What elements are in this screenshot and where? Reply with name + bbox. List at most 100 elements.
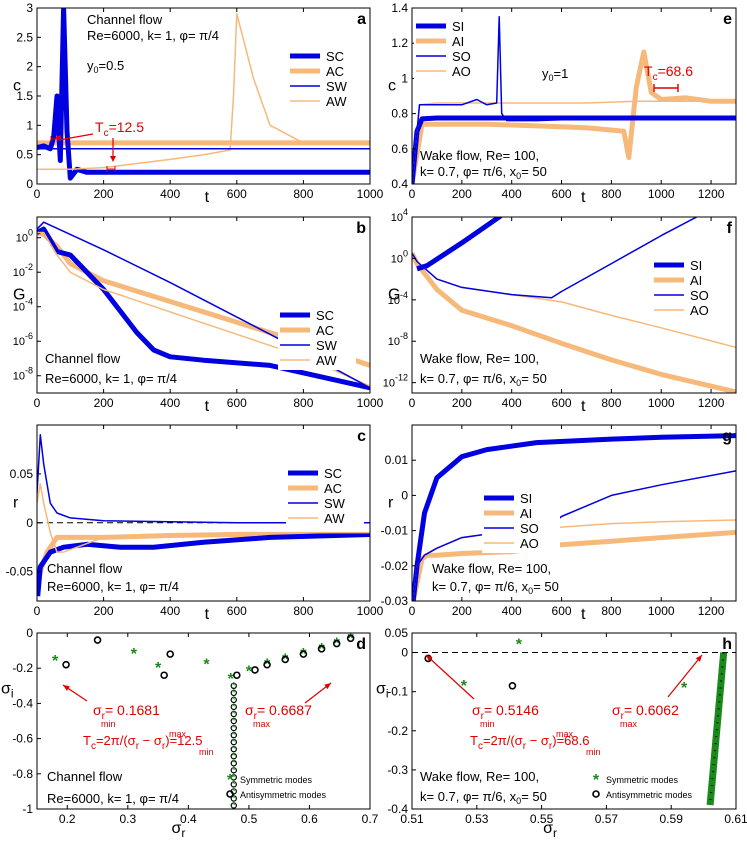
mode-point: * (232, 709, 236, 720)
x-tick-label: 0 (34, 187, 41, 201)
x-tick-label: 0.51 (400, 812, 424, 826)
y-tick-label: 0 (401, 488, 408, 502)
y-tick-label: -1 (22, 802, 33, 816)
y-tick-label: 10-8 (388, 331, 408, 348)
axes-frame (36, 424, 371, 602)
series-line-sc (37, 8, 370, 181)
axes-frame (411, 632, 737, 810)
panel-text-0: Wake flow, Re= 100, (432, 561, 551, 576)
panel-f: 0 200 400 600 800 1000 1200 104 100 10-4 10-8 10-12… (383, 207, 737, 415)
x-tick-label: 600 (552, 187, 572, 201)
series-line-aw (37, 482, 370, 553)
mode-point (230, 760, 237, 767)
x-tick-label: 1000 (648, 187, 675, 201)
x-tick-label: 1000 (357, 604, 384, 618)
y-axis-label: σi (376, 680, 389, 700)
y-tick-label: -0.4 (12, 696, 33, 710)
panel-d: ********************** ** * * * * * * *0.2 0.3 0.4… (1, 626, 379, 840)
sigma-min-annotation: σr= 0.1681 (93, 702, 160, 722)
symmetric-mode-point: * (516, 637, 523, 654)
panel-g: 0 200 400 600 800 1000 1200 -0.03 -0.02 -0.01 0 0.0… (381, 424, 737, 623)
symmetric-mode-point: * (461, 678, 468, 695)
tc-annotation: Tc=12.5 (95, 119, 144, 139)
mode-point (230, 731, 237, 739)
mode-point: * (232, 737, 236, 748)
y-tick-label: 1.2 (391, 36, 408, 50)
legend-label-si: SI (452, 19, 464, 34)
series-line-sc (37, 226, 370, 391)
y-tick-label: -0.02 (381, 559, 409, 573)
mode-point: * (232, 765, 236, 776)
x-tick-label: 400 (160, 396, 180, 410)
x-tick-label: 600 (227, 604, 247, 618)
legend-label-ac: AC (324, 481, 342, 496)
antisymmetric-mode-point (233, 671, 241, 680)
y-tick-label: 2 (26, 60, 33, 74)
antisymmetric-mode-point (332, 639, 341, 648)
x-tick-label: 0.4 (180, 812, 197, 826)
y-tick-label: 0 (26, 177, 33, 191)
x-tick-label: 200 (94, 396, 114, 410)
panel-letter: e (723, 11, 732, 28)
y-tick-label: -0.1 (387, 685, 408, 699)
y-tick-label: 1 (401, 71, 408, 85)
x-tick-label: 1000 (357, 187, 384, 201)
panel-h: * * * 0.51 0.53 0.55 0.57 0.59 0.61 0.05 0 -0.1 -0.2… (376, 626, 747, 840)
series-line-si (412, 433, 736, 601)
x-tick-label: 0 (409, 396, 416, 410)
legend-label-so: SO (520, 521, 539, 536)
symmetric-mode-point: * (52, 653, 59, 670)
mode-point (230, 745, 237, 753)
x-tick-label: 1200 (698, 187, 725, 201)
x-tick-label: 800 (601, 396, 621, 410)
legend-marker-antisymmetric (226, 790, 234, 798)
y-tick-label: 100 (391, 248, 408, 265)
x-tick-label: 0.5 (241, 812, 258, 826)
antisymmetric-mode-point (160, 671, 168, 680)
axes-frame (411, 216, 737, 394)
legend-label-symmetric: Symmetric modes (240, 775, 313, 785)
x-tick-label: 0.7 (362, 812, 379, 826)
legend-label-ao: AO (452, 64, 471, 79)
x-tick-label: 0 (409, 604, 416, 618)
arrow-head (324, 683, 331, 690)
antisymmetric-mode-point (281, 655, 290, 664)
x-tick-label: 1000 (357, 396, 384, 410)
symmetric-mode-point: * (155, 660, 162, 677)
antisymmetric-mode-point (299, 650, 308, 658)
y-tick-label: 1 (26, 118, 33, 132)
axes-frame (36, 216, 371, 394)
panel-text-2: y0=1 (542, 66, 568, 83)
x-tick-label: 0.57 (595, 812, 619, 826)
y-tick-label: -0.6 (12, 732, 33, 746)
y-tick-label: 10-12 (383, 373, 408, 390)
x-tick-label: 400 (502, 604, 522, 618)
symmetric-mode-point: * (228, 671, 235, 688)
plot-area-g (412, 433, 736, 601)
mode-point: * (232, 744, 236, 755)
panel-text-2: y0=0.5 (87, 58, 124, 75)
panel-text-1: k= 0.7, φ= π/6, x0= 50 (420, 789, 547, 806)
mode-point: * (232, 695, 236, 706)
legend-label-si: SI (690, 258, 702, 273)
mode-point (230, 682, 237, 690)
x-tick-label: 600 (552, 396, 572, 410)
sigma-max-annotation: σr= 0.6687 (245, 702, 312, 722)
x-tick-label: 800 (293, 604, 313, 618)
mode-point (230, 689, 237, 697)
mode-point: * (232, 723, 236, 734)
x-axis-label: t (581, 606, 586, 623)
y-tick-label: 0.4 (391, 177, 408, 191)
y-tick-label: 10-4 (13, 297, 33, 314)
panel-text-1: k= 0.7, φ= π/6, x0= 50 (420, 164, 547, 181)
y-tick-label: 0 (26, 516, 33, 530)
plot-area-f (412, 217, 736, 393)
panel-text-0: Channel flow (47, 561, 123, 576)
panel-text-0: Wake flow, Re= 100, (420, 351, 539, 366)
legend-label-antisymmetric: Antisymmetric modes (606, 790, 693, 800)
mode-point: * (232, 772, 236, 783)
legend-label-ai: AI (690, 273, 702, 288)
legend-label-sw: SW (324, 496, 346, 511)
plot-area-c (37, 434, 370, 597)
